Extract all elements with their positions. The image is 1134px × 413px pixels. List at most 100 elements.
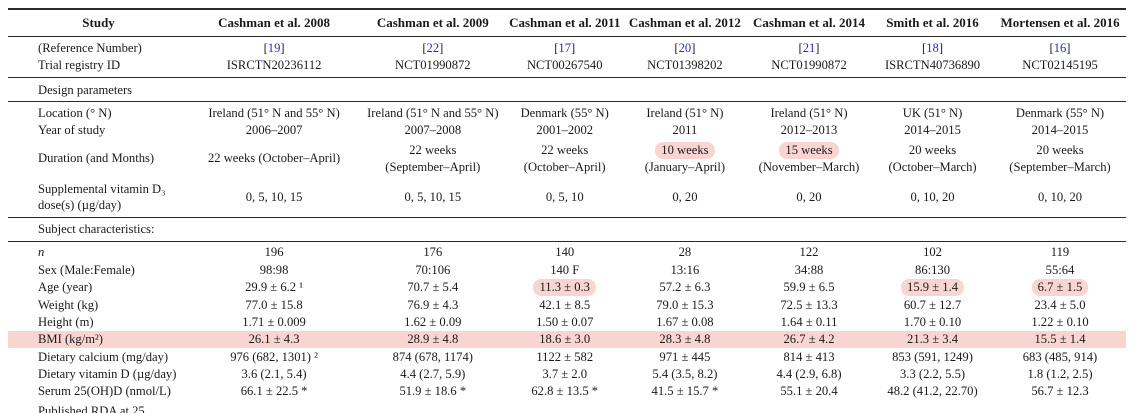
table-cell: NCT02145195 [994,57,1126,78]
table-cell: 15.9 ± 1.4 [871,279,994,296]
row-label: Serum 25(OH)D (nmol/L) [38,384,171,399]
table-cell: Ireland (51° N and 55° N) [189,102,359,122]
column-header: Cashman et al. 2011 [509,15,621,30]
cell-text: 72.5 ± 13.3 [780,297,838,312]
cell-line: 70:106 [362,262,504,278]
cell-text: 102 [923,245,942,260]
table-cell: 15.5 ± 1.4 [994,331,1126,348]
reference-link[interactable]: 20 [678,40,692,55]
cell-line: 853 (591, 1249) [874,349,991,365]
cell-line: 2014–2015 [997,122,1123,138]
table-cell: [18] [871,36,994,56]
cell-line: 41.5 ± 15.7 * [626,383,744,399]
cell-text: 1.8 (1.2, 2.5) [1027,366,1093,381]
table-cell: [21] [747,36,871,56]
table-cell: 4.4 (2.9, 6.8) [747,365,871,382]
cell-text: Ireland (51° N) [770,105,848,120]
cell-text: 28.3 ± 4.8 [659,332,711,347]
ref-bracket-open: [ [263,40,268,55]
table-cell: 2011 [623,122,747,139]
cell-line: 3.3 (2.2, 5.5) [874,366,991,382]
table-header: Study Cashman et al. 2008 Cashman et al. 2… [8,9,1126,37]
table-cell: 56.7 ± 12.3 [994,383,1126,400]
cell-line: 48.2 (41.2, 22.70) [874,383,991,399]
cell-line: 102 [874,244,991,260]
cell-text: NCT01990872 [771,58,847,73]
table-row: Supplemental vitamin D₃ dose(s) (µg/day)… [8,178,1126,218]
cell-text: 34:88 [794,262,824,277]
cell-line: 56.7 ± 12.3 [997,383,1123,399]
cell-line: 28 [626,244,744,260]
cell-line: 76.9 ± 4.3 [362,297,504,313]
column-header: Cashman et al. 2009 [376,15,489,30]
reference-link[interactable]: 19 [267,40,281,55]
ref-bracket-close: ] [815,40,820,55]
table-cell: 1.62 ± 0.09 [359,313,507,330]
cell-line: 29.9 ± 6.2 ¹ [192,279,356,295]
reference-link[interactable]: 17 [558,40,572,55]
row-label: Trial registry ID [38,58,121,73]
cell-text: 4.4 (2.9, 6.8) [776,366,842,381]
cell-text: 196 [264,245,284,260]
reference-link[interactable]: 22 [426,40,440,55]
table-cell: 57.2 ± 6.3 [623,279,747,296]
cell-line: 140 F [510,262,620,278]
cell-line: 0, 20 [626,189,744,205]
table-cell: 42.1 ± 8.5 [507,296,623,313]
table-row: Height (m) 1.71 ± 0.009 1.62 ± 0.09 1.50 ± … [8,313,1126,330]
cell-text: 66.1 ± 22.5 * [240,384,308,399]
cell-line: 119 [997,244,1123,260]
highlighted-value: 15 weeks [779,142,839,159]
table-cell: 3.6 (2.1, 5.4) [189,365,359,382]
table-cell: 13:16 [623,261,747,278]
table-cell: [17] [507,36,623,56]
reference-link[interactable]: 16 [1053,40,1067,55]
cell-text: 1.62 ± 0.09 [404,314,462,329]
table-row: Age (year) 29.9 ± 6.2 ¹ 70.7 ± 5.4 11.3 ± 0… [8,279,1126,296]
highlighted-value: 6.7 ± 1.5 [1031,279,1089,296]
reference-link[interactable]: 21 [802,40,816,55]
ref-bracket-close: ] [1066,40,1071,55]
cell-text: 1.64 ± 0.11 [780,314,838,329]
table-row: Serum 25(OH)D (nmol/L) 66.1 ± 22.5 * 51.9 … [8,383,1126,400]
table-cell: NCT01398202 [623,57,747,78]
ref-bracket-open: [ [922,40,927,55]
cell-line: Ireland (51° N) [750,105,868,121]
table-cell: 3.7 ± 2.0 [507,365,623,382]
cell-line: 26.7 ± 4.2 [750,331,868,347]
table-cell: 10 weeks (January–April) [623,139,747,178]
column-header: Cashman et al. 2008 [218,15,331,30]
cell-line: 59.9 ± 6.5 [750,279,868,295]
table-cell: 874 (678, 1174) [359,348,507,365]
cell-line: 66.1 ± 22.5 * [192,383,356,399]
cell-line: 28.9 ± 4.8 [362,331,504,347]
cell-line: 3.7 ± 2.0 [510,366,620,382]
study-comparison-table: Study Cashman et al. 2008 Cashman et al. 2… [8,8,1126,413]
highlighted-value: 11.3 ± 0.3 [533,279,596,296]
cell-text: 86:130 [915,262,951,277]
section-row: Design parameters [8,78,1126,102]
cell-line: 2007–2008 [362,122,504,138]
cell-text: 683 (485, 914) [1022,349,1098,364]
reference-link[interactable]: 18 [926,40,939,55]
table-cell: 22 weeks (October–April) [507,139,623,178]
table-cell: 971 ± 445 [623,348,747,365]
cell-line: 20 weeks [874,142,991,158]
cell-line: 971 ± 445 [626,349,744,365]
cell-text: 2014–2015 [1031,123,1089,138]
table-cell: [16] [994,36,1126,56]
cell-line: Ireland (51° N and 55° N) [192,105,356,121]
table-cell: 2012–2013 [747,122,871,139]
cell-text: ISRCTN40736890 [884,58,981,73]
cell-text: 2001–2002 [536,123,594,138]
cell-text: 41.5 ± 15.7 * [651,384,719,399]
cell-text: 20 weeks [1036,143,1084,158]
cell-text: 28 [678,245,692,260]
table-cell: 102 [871,241,994,261]
cell-line: 6.7 ± 1.5 [997,279,1123,296]
cell-line: 86:130 [874,262,991,278]
ref-bracket-close: ] [938,40,944,55]
cell-text: 42.1 ± 8.5 [539,297,591,312]
cell-line: 1.62 ± 0.09 [362,314,504,330]
table-cell: 814 ± 413 [747,348,871,365]
